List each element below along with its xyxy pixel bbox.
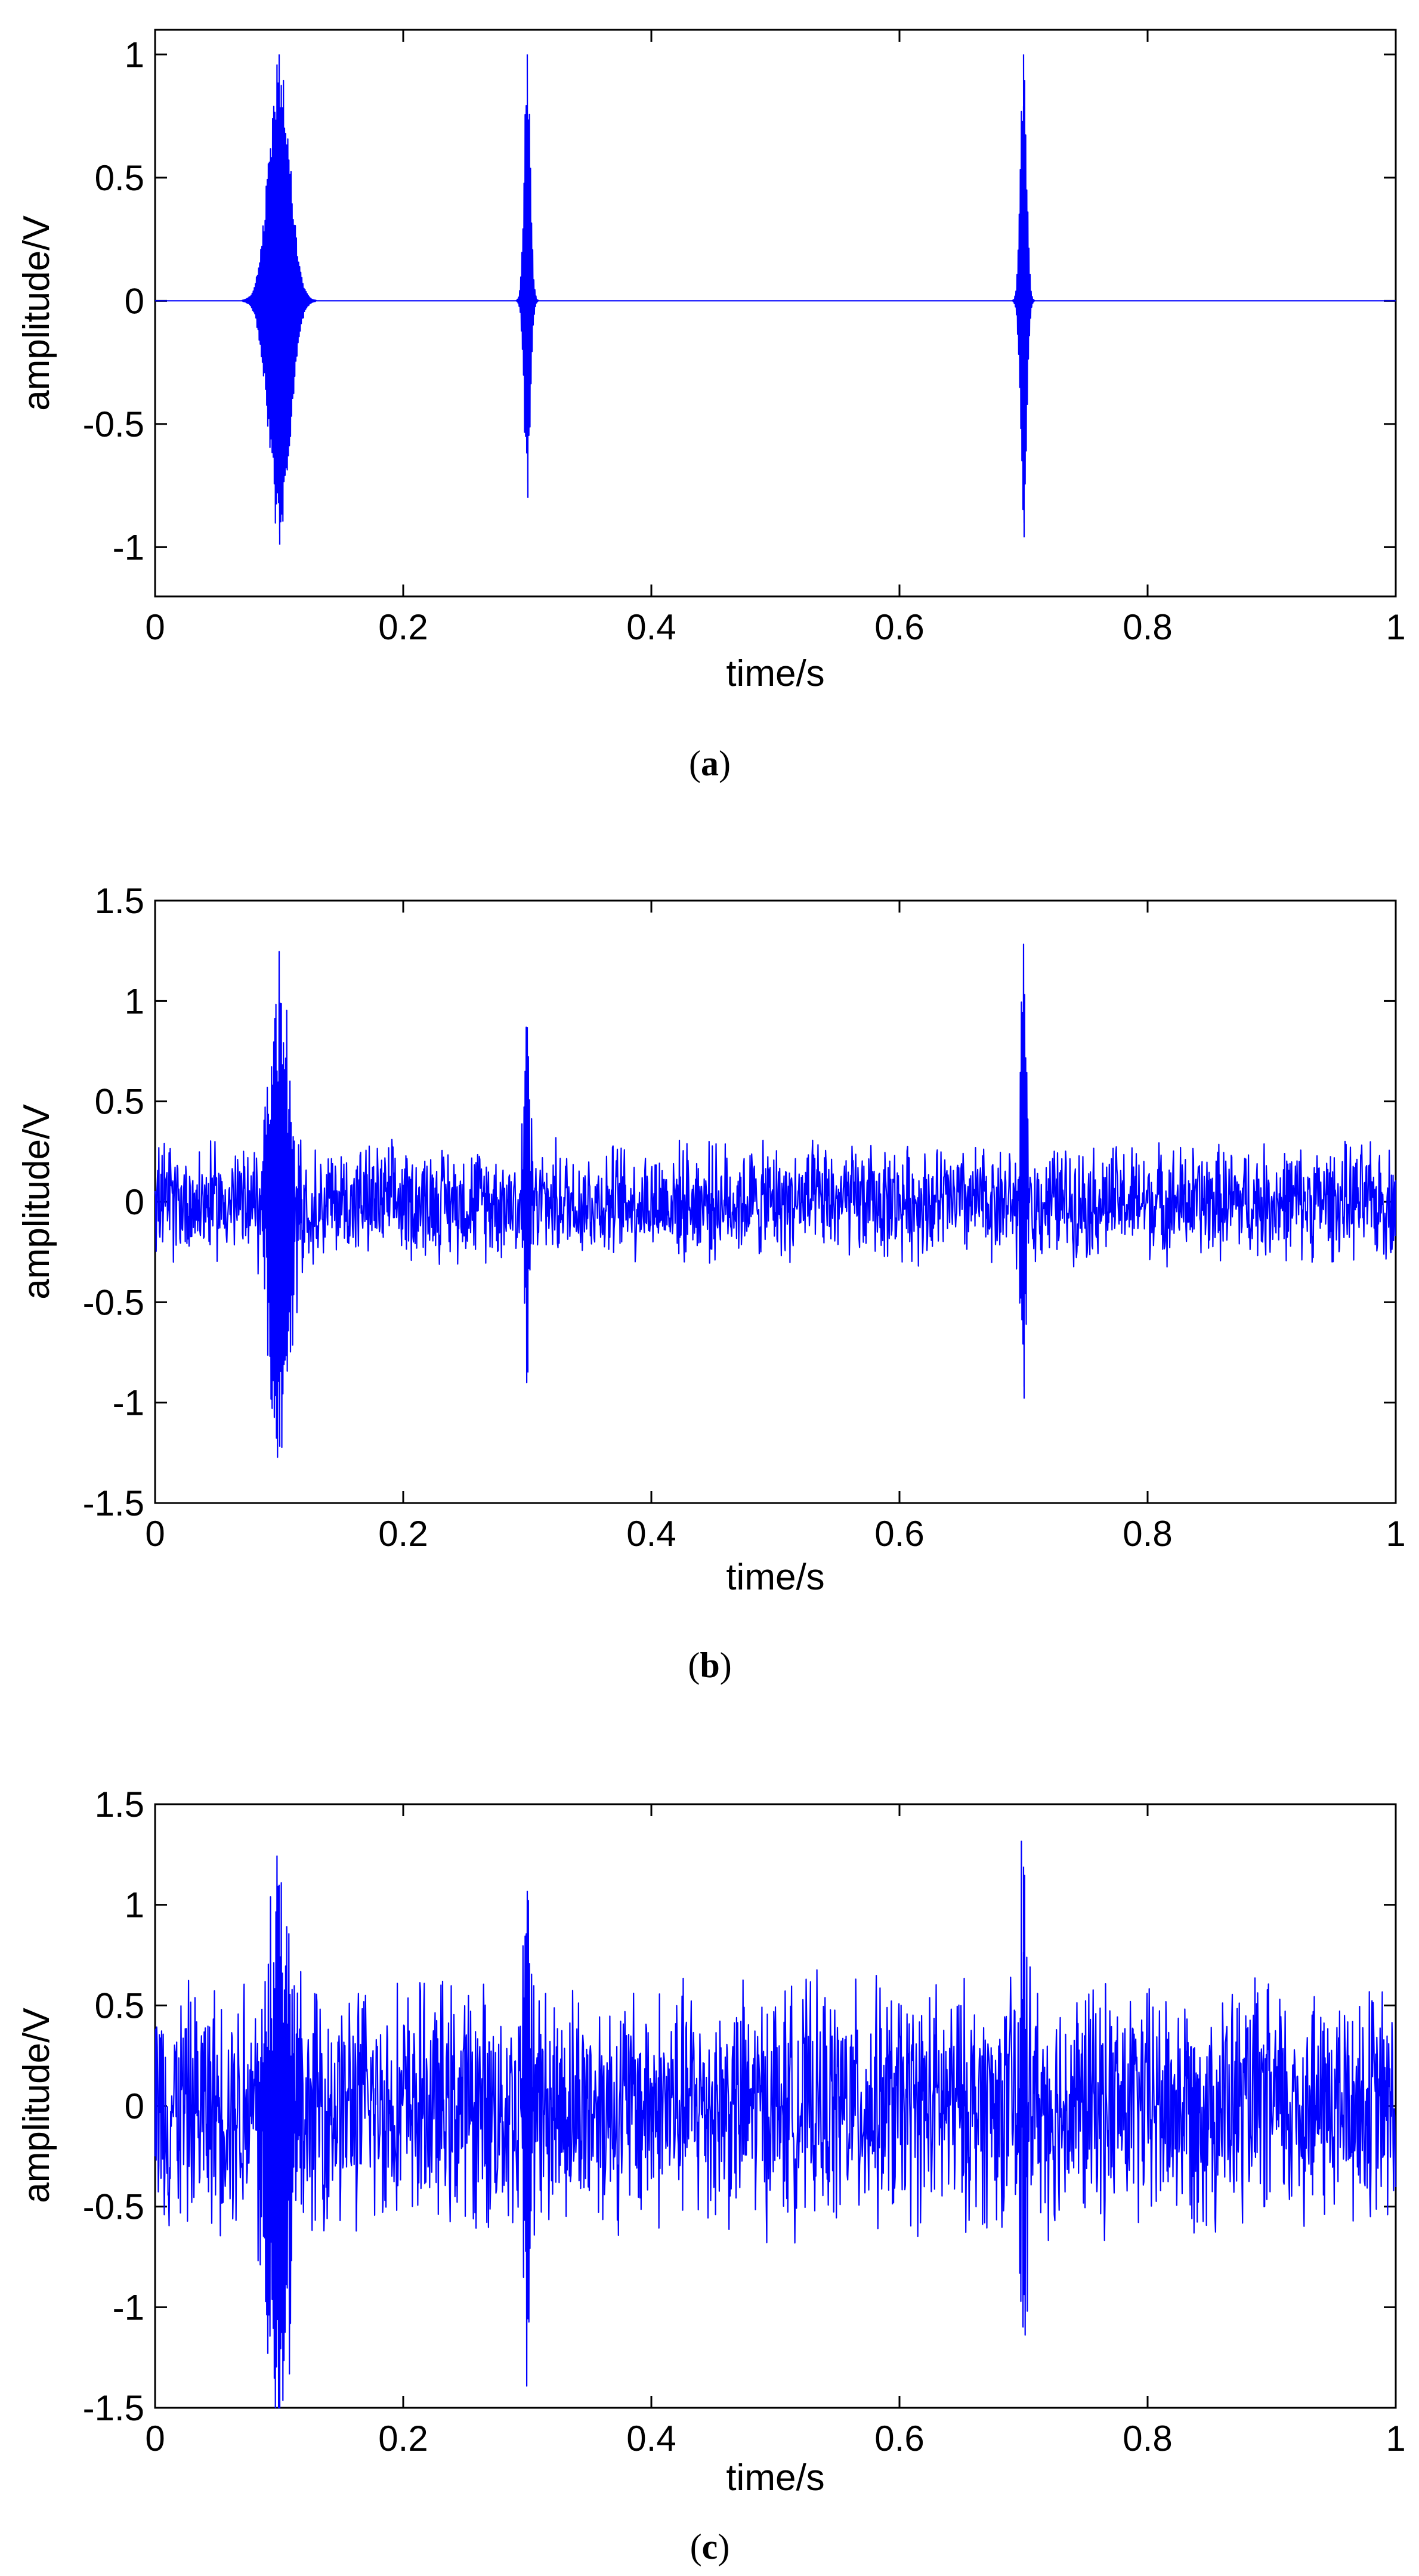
caption-a: (a) [689, 744, 731, 783]
y-axis-title-c: amplitude/V [16, 2008, 57, 2203]
signal-trace-a [154, 54, 1396, 545]
x-tick-label-b-0: 0 [145, 1514, 165, 1554]
y-tick-label-b-2: -0.5 [83, 1282, 144, 1322]
chart-panel-c: 0 0.2 0.4 0.6 0.8 1-1.5-1-0.500.511.5 time/s … [16, 1785, 1406, 2566]
x-axis-title-c: time/s [726, 2457, 824, 2498]
x-tick-label-c-2: 0.4 [626, 2419, 676, 2459]
caption-c: (c) [690, 2527, 730, 2566]
y-tick-label-a-2: 0 [125, 281, 144, 321]
y-tick-label-c-3: 0 [125, 2086, 144, 2126]
x-tick-label-c-4: 0.8 [1123, 2419, 1172, 2459]
x-tick-label-a-5: 1 [1386, 607, 1405, 647]
signal-trace-b [154, 944, 1397, 1458]
y-axis-title-a: amplitude/V [16, 215, 57, 411]
x-axis-title-b: time/s [726, 1557, 824, 1598]
y-tick-label-c-5: 1 [125, 1885, 144, 1925]
y-tick-label-a-0: -1 [113, 527, 144, 567]
ticks-c: 0 0.2 0.4 0.6 0.8 1 -1.5 -1 -0.5 0 0.5 1 1.5 [83, 1785, 1406, 2459]
y-tick-label-b-1: -1 [113, 1383, 144, 1423]
plot-area-a [154, 29, 1397, 598]
x-tick-label-a-0: 0 [145, 607, 165, 647]
x-tick-label-a-2: 0.4 [626, 607, 676, 647]
y-tick-label-c-0: -1.5 [83, 2388, 144, 2428]
x-tick-label-b-1: 0.2 [378, 1514, 428, 1554]
x-tick-label-a-4: 0.8 [1123, 607, 1172, 647]
x-axis-title-a: time/s [726, 653, 824, 694]
x-tick-label-a-3: 0.6 [874, 607, 924, 647]
y-tick-label-c-6: 1.5 [95, 1785, 144, 1824]
x-tick-label-c-3: 0.6 [874, 2419, 924, 2459]
y-tick-label-b-0: -1.5 [83, 1483, 144, 1523]
y-axis-title-b: amplitude/V [16, 1104, 57, 1300]
caption-b: (b) [688, 1646, 731, 1685]
x-tick-label-b-2: 0.4 [626, 1514, 676, 1554]
chart-panel-b: 0 0.2 0.4 0.6 0.8 1-1.5-1-0.500.511.5 time/s … [16, 881, 1406, 1685]
x-tick-label-c-0: 0 [145, 2419, 165, 2459]
y-tick-label-b-3: 0 [125, 1182, 144, 1222]
chart-panel-a: 0 0.2 0.4 0.6 0.8 1 -1 -0.5 0 0.5 1 time/s amplitu… [16, 29, 1406, 783]
x-tick-label-c-5: 1 [1386, 2419, 1405, 2459]
x-tick-label-b-3: 0.6 [874, 1514, 924, 1554]
y-tick-label-c-2: -0.5 [83, 2187, 144, 2227]
y-tick-label-b-5: 1 [125, 981, 144, 1021]
x-tick-label-a-1: 0.2 [378, 607, 428, 647]
caption-letter-a: a [701, 744, 719, 783]
x-tick-label-b-5: 1 [1386, 1514, 1405, 1554]
y-tick-label-b-6: 1.5 [95, 881, 144, 921]
y-tick-label-a-1: -0.5 [83, 404, 144, 444]
y-tick-label-b-4: 0.5 [95, 1082, 144, 1122]
ticks-a: 0 0.2 0.4 0.6 0.8 1 -1 -0.5 0 0.5 1 [83, 30, 1406, 647]
ticks-b: 0 0.2 0.4 0.6 0.8 1 -1.5 -1 -0.5 0 0.5 1 1.5 [83, 881, 1406, 1554]
x-tick-label-c-1: 0.2 [378, 2419, 428, 2459]
caption-letter-b: b [700, 1646, 719, 1685]
y-tick-label-a-4: 1 [125, 35, 144, 75]
y-tick-label-c-4: 0.5 [95, 1986, 144, 2025]
x-tick-label-b-4: 0.8 [1123, 1514, 1172, 1554]
y-tick-label-a-3: 0.5 [95, 158, 144, 198]
y-tick-label-c-1: -1 [113, 2287, 144, 2327]
signal-trace-c [154, 1841, 1397, 2409]
caption-letter-c: c [702, 2527, 718, 2566]
